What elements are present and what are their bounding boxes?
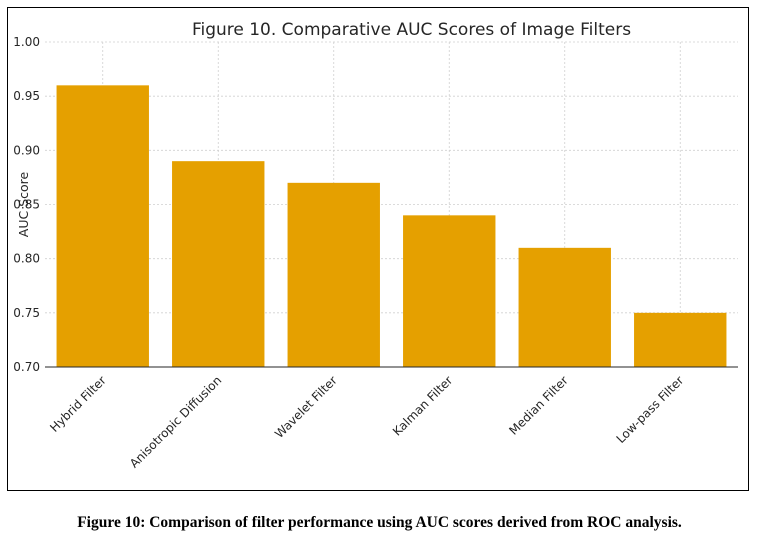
y-tick-label: 0.80 xyxy=(13,252,40,266)
x-tick-label: Wavelet Filter xyxy=(272,373,340,441)
y-tick-label: 0.85 xyxy=(13,198,40,212)
bar-median-filter xyxy=(518,247,611,367)
y-tick-label: 1.00 xyxy=(13,35,40,49)
bar-anisotropic-diffusion xyxy=(172,161,265,367)
x-tick-label: Median Filter xyxy=(506,373,571,438)
y-axis-ticks: 0.70 0.75 0.80 0.85 0.90 0.95 1.00 xyxy=(13,35,40,374)
y-tick-label: 0.75 xyxy=(13,306,40,320)
y-tick-label: 0.90 xyxy=(13,143,40,157)
bar-wavelet-filter xyxy=(287,182,380,367)
x-axis-ticks: Hybrid Filter Anisotropic Diffusion Wavele… xyxy=(47,373,686,470)
bar-kalman-filter xyxy=(403,215,496,367)
y-axis-label: AUC Score xyxy=(16,171,31,237)
bars xyxy=(56,85,727,367)
bar-chart: 0.70 0.75 0.80 0.85 0.90 0.95 1.00 Hybrid Filt… xyxy=(13,20,738,471)
x-tick-label: Anisotropic Diffusion xyxy=(127,373,224,470)
figure-caption: Figure 10: Comparison of filter performa… xyxy=(77,514,682,531)
chart-title: Figure 10. Comparative AUC Scores of Ima… xyxy=(192,20,631,40)
bar-hybrid-filter xyxy=(56,85,149,367)
x-tick-label: Hybrid Filter xyxy=(47,373,109,435)
x-tick-label: Kalman Filter xyxy=(390,373,455,438)
y-tick-label: 0.70 xyxy=(13,360,40,374)
x-tick-label: Low-pass Filter xyxy=(614,373,687,446)
y-tick-label: 0.95 xyxy=(13,89,40,103)
bar-low-pass-filter xyxy=(634,312,727,367)
